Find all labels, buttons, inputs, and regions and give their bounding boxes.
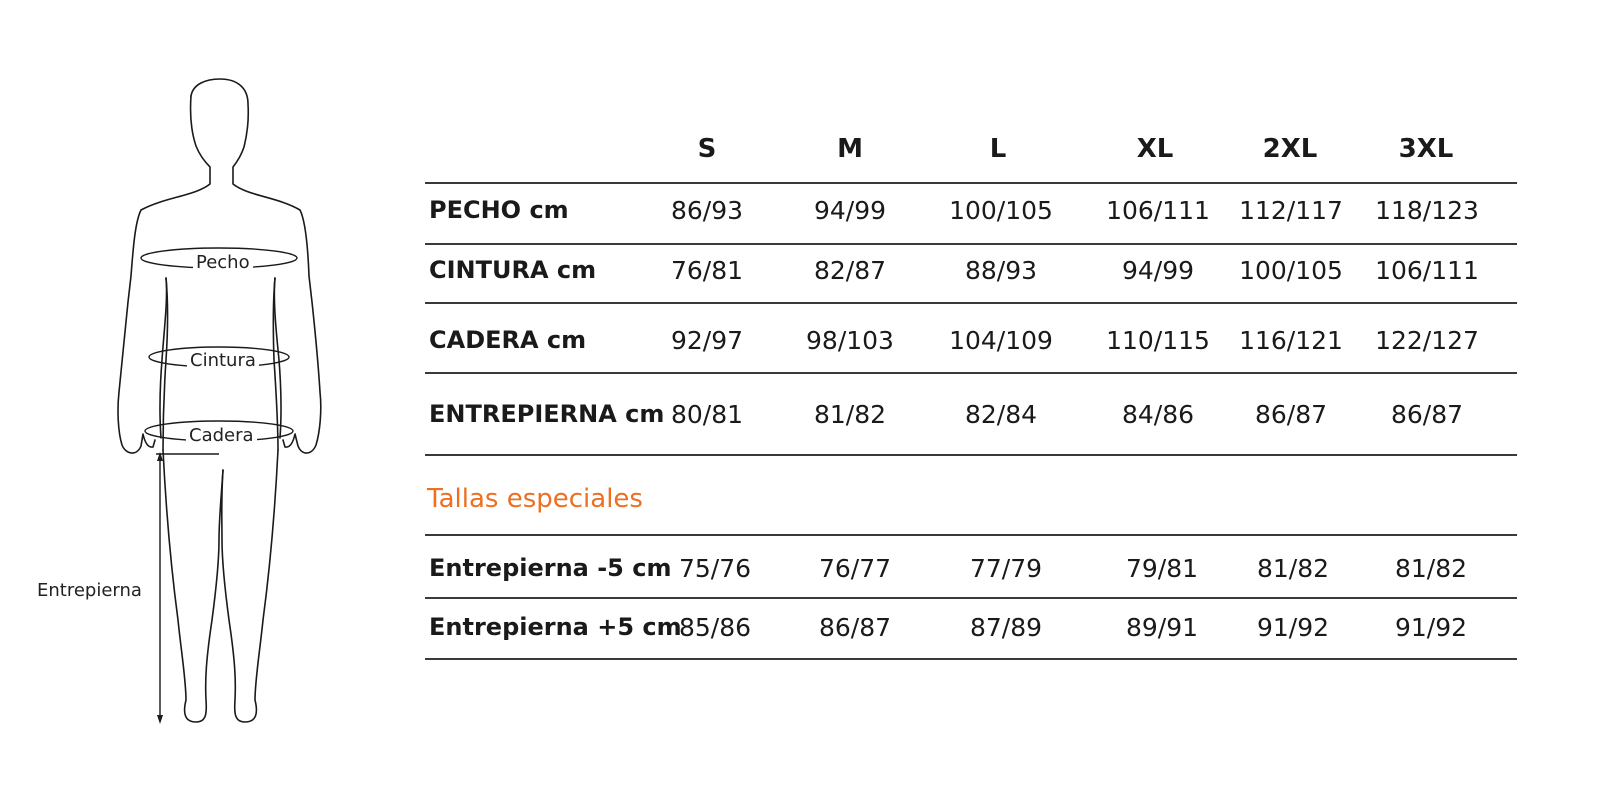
table-cell: 100/105: [1239, 256, 1343, 285]
size-header-s: S: [697, 134, 717, 164]
table-cell: 118/123: [1375, 196, 1479, 225]
table-cell: 116/121: [1239, 326, 1343, 355]
hip-label: Cadera: [186, 425, 257, 447]
table-divider: [425, 534, 1517, 536]
table-cell: 112/117: [1239, 196, 1343, 225]
body-measurement-figure: Pecho Cintura Cadera Entrepierna: [0, 0, 400, 800]
table-cell: 89/91: [1125, 613, 1199, 642]
table-divider: [425, 243, 1517, 245]
table-cell: 77/79: [969, 554, 1043, 583]
table-divider: [425, 182, 1517, 184]
size-header-l: L: [989, 134, 1007, 164]
table-cell: 79/81: [1125, 554, 1199, 583]
chest-label: Pecho: [193, 252, 253, 274]
row-label: Entrepierna -5 cm: [429, 554, 672, 582]
table-cell: 84/86: [1121, 400, 1195, 429]
size-header-2xl: 2XL: [1262, 134, 1318, 164]
table-divider: [425, 597, 1517, 599]
table-cell: 86/87: [1254, 400, 1328, 429]
table-cell: 80/81: [670, 400, 744, 429]
table-cell: 92/97: [670, 326, 744, 355]
size-header-m: M: [837, 134, 863, 164]
table-cell: 86/93: [670, 196, 744, 225]
table-divider: [425, 454, 1517, 456]
table-cell: 94/99: [813, 196, 887, 225]
row-label: CINTURA cm: [429, 256, 597, 284]
table-divider: [425, 372, 1517, 374]
table-cell: 91/92: [1256, 613, 1330, 642]
row-label: CADERA cm: [429, 326, 587, 354]
table-cell: 81/82: [813, 400, 887, 429]
row-label: ENTREPIERNA cm: [429, 400, 665, 428]
body-silhouette-icon: [117, 78, 322, 724]
row-label: PECHO cm: [429, 196, 569, 224]
table-cell: 91/92: [1394, 613, 1468, 642]
table-cell: 88/93: [964, 256, 1038, 285]
table-cell: 75/76: [678, 554, 752, 583]
table-cell: 76/77: [818, 554, 892, 583]
table-cell: 82/87: [813, 256, 887, 285]
table-cell: 104/109: [949, 326, 1053, 355]
table-cell: 100/105: [949, 196, 1053, 225]
size-header-xl: XL: [1136, 134, 1174, 164]
table-cell: 94/99: [1121, 256, 1195, 285]
table-cell: 122/127: [1375, 326, 1479, 355]
table-cell: 81/82: [1256, 554, 1330, 583]
table-cell: 106/111: [1375, 256, 1479, 285]
table-cell: 106/111: [1106, 196, 1210, 225]
table-cell: 86/87: [1390, 400, 1464, 429]
inseam-label: Entrepierna: [37, 580, 142, 601]
table-cell: 98/103: [806, 326, 894, 355]
row-label: Entrepierna +5 cm: [429, 613, 682, 641]
table-cell: 82/84: [964, 400, 1038, 429]
size-header-3xl: 3XL: [1398, 134, 1454, 164]
waist-label: Cintura: [187, 350, 259, 372]
table-cell: 81/82: [1394, 554, 1468, 583]
special-sizes-title: Tallas especiales: [427, 484, 643, 514]
table-cell: 87/89: [969, 613, 1043, 642]
table-divider: [425, 302, 1517, 304]
table-cell: 110/115: [1106, 326, 1210, 355]
table-divider: [425, 658, 1517, 660]
table-cell: 86/87: [818, 613, 892, 642]
table-cell: 85/86: [678, 613, 752, 642]
table-cell: 76/81: [670, 256, 744, 285]
